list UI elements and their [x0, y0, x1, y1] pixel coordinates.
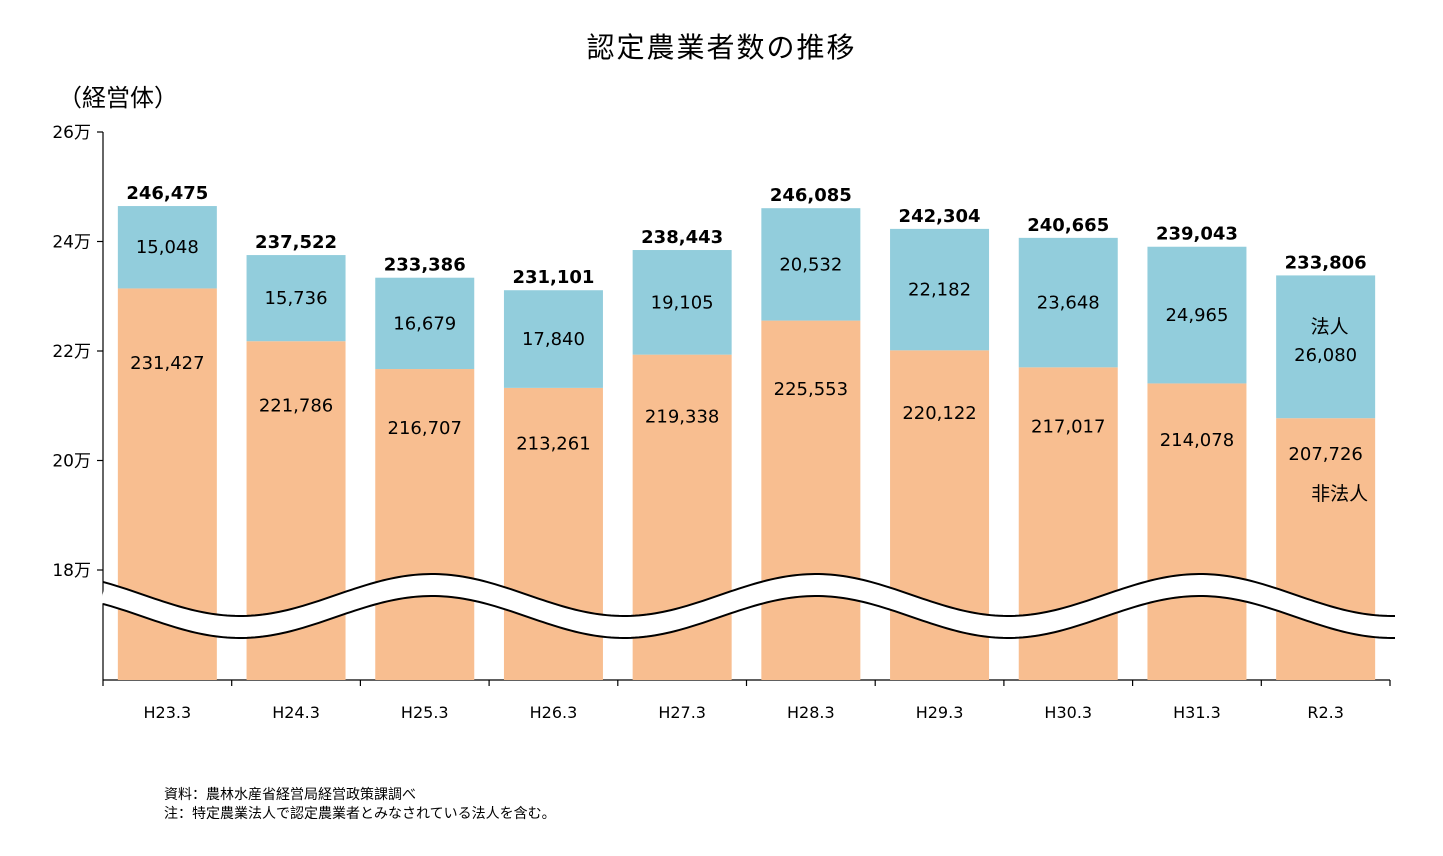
total-label: 239,043 — [1156, 224, 1238, 245]
y-tick-label: 20万 — [52, 452, 91, 472]
data-label-hojin: 15,736 — [265, 288, 328, 309]
data-label-hihojin: 217,017 — [1031, 417, 1105, 438]
data-label-hihojin: 213,261 — [516, 433, 590, 454]
legend-label-hihojin: 非法人 — [1311, 483, 1368, 505]
x-tick-label: H29.3 — [916, 703, 964, 722]
bar-segment-hihojin — [761, 320, 861, 680]
bar-segment-hojin — [503, 290, 603, 388]
source-note: 資料：農林水産省経営局経営政策課調べ — [164, 787, 416, 803]
total-label: 246,475 — [126, 183, 208, 204]
y-tick-label: 22万 — [52, 342, 91, 362]
x-tick-label: H26.3 — [530, 703, 578, 722]
data-label-hojin: 23,648 — [1037, 293, 1100, 314]
chart-title: 認定農業者数の推移 — [586, 31, 857, 64]
data-label-hihojin: 220,122 — [902, 403, 976, 424]
bar-segment-hihojin — [503, 387, 603, 680]
bar-segment-hihojin — [375, 369, 475, 680]
data-label-hihojin: 216,707 — [388, 418, 462, 439]
total-label: 231,101 — [512, 267, 594, 288]
bar-segment-hojin — [1018, 237, 1118, 368]
data-label-hojin: 24,965 — [1165, 305, 1228, 326]
footnote: 注：特定農業法人で認定農業者とみなされている法人を含む。 — [164, 806, 556, 822]
total-label: 233,806 — [1285, 252, 1367, 273]
total-label: 238,443 — [641, 227, 723, 248]
total-label: 237,522 — [255, 232, 337, 253]
axis-break-line — [102, 572, 1396, 618]
axis-break-band — [100, 574, 1396, 638]
total-label: 240,665 — [1027, 215, 1109, 236]
data-label-hihojin: 225,553 — [774, 379, 848, 400]
x-tick-label: H31.3 — [1173, 703, 1221, 722]
bar-segment-hihojin — [1147, 383, 1247, 680]
data-label-hihojin: 214,078 — [1160, 430, 1234, 451]
total-label: 242,304 — [899, 206, 981, 227]
bar-segment-hojin — [761, 208, 861, 321]
bar-segment-hojin — [117, 206, 217, 289]
data-label-hojin: 15,048 — [136, 237, 199, 258]
total-label: 246,085 — [770, 185, 852, 206]
bar-segment-hojin — [375, 277, 475, 370]
data-label-hihojin: 219,338 — [645, 406, 719, 427]
x-tick-label: H27.3 — [658, 703, 706, 722]
footnotes: 資料：農林水産省経営局経営政策課調べ 注：特定農業法人で認定農業者とみなされてい… — [164, 786, 556, 824]
data-label-hojin: 19,105 — [651, 292, 714, 313]
data-label-hihojin: 231,427 — [130, 353, 204, 374]
y-axis-unit-label: （経営体） — [58, 84, 178, 112]
data-label-hojin: 26,080 — [1294, 345, 1357, 366]
data-label-hihojin: 207,726 — [1288, 444, 1362, 465]
bar-segment-hojin — [246, 255, 346, 342]
axis-break-line — [102, 594, 1396, 640]
y-tick-label: 24万 — [52, 233, 91, 253]
x-tick-label: H28.3 — [787, 703, 835, 722]
data-label-hihojin: 221,786 — [259, 396, 333, 417]
x-tick-label: H24.3 — [272, 703, 320, 722]
data-label-hojin: 20,532 — [779, 254, 842, 275]
legend-label-hojin: 法人 — [1311, 316, 1349, 338]
y-tick-label: 26万 — [52, 123, 91, 143]
x-tick-label: H30.3 — [1044, 703, 1092, 722]
data-label-hojin: 22,182 — [908, 280, 971, 301]
bar-segment-hojin — [1276, 275, 1376, 419]
x-tick-label: R2.3 — [1307, 703, 1344, 722]
bar-segment-hojin — [1147, 246, 1247, 384]
data-label-hojin: 17,840 — [522, 329, 585, 350]
x-tick-label: H25.3 — [401, 703, 449, 722]
bar-segment-hihojin — [1276, 418, 1376, 680]
bar-segment-hojin — [632, 250, 732, 355]
total-label: 233,386 — [384, 255, 466, 276]
data-label-hojin: 16,679 — [393, 313, 456, 334]
x-tick-label: H23.3 — [144, 703, 192, 722]
y-tick-label: 18万 — [52, 561, 91, 581]
bar-segment-hojin — [890, 228, 990, 351]
